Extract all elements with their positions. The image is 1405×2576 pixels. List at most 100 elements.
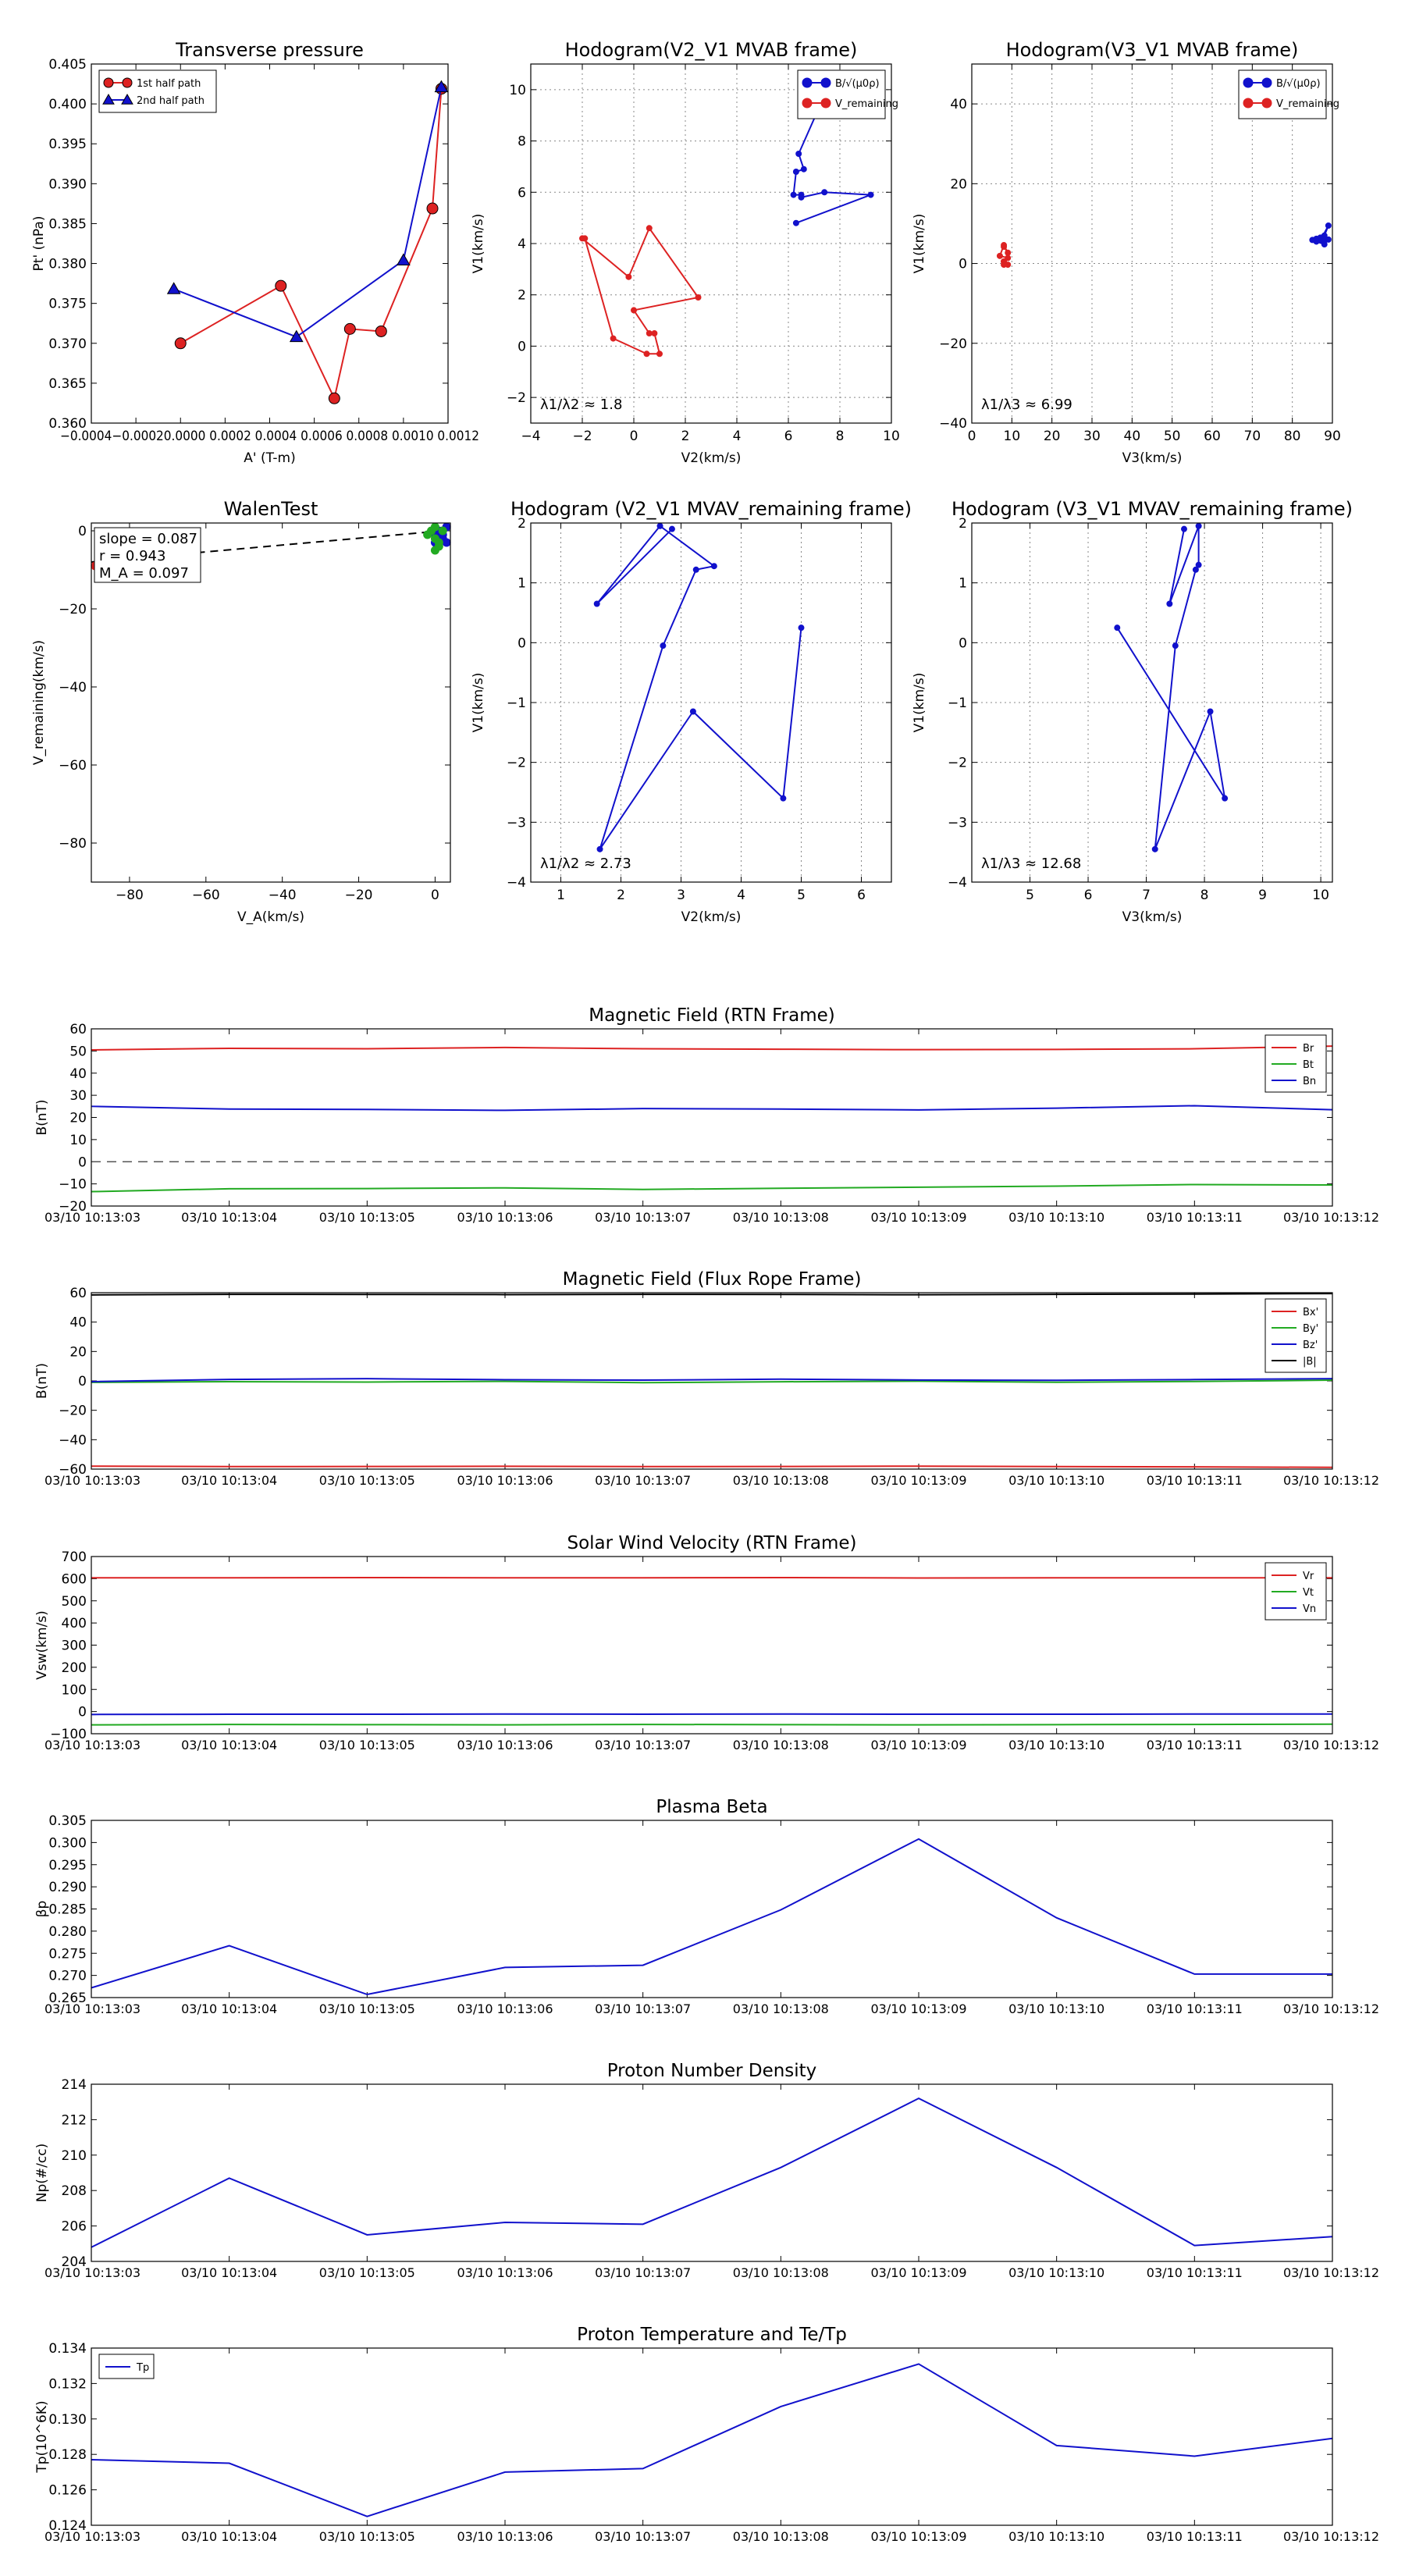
y-tick-label: 20: [69, 1111, 87, 1126]
y-tick-label: 6: [518, 185, 526, 201]
x-axis-label: V2(km/s): [681, 450, 742, 466]
series-line-1: [582, 226, 700, 355]
data-point: [821, 189, 828, 196]
time-tick-label: 03/10 10:13:12: [1283, 2265, 1379, 2280]
legend-label: Bz': [1303, 1340, 1318, 1351]
data-point: [798, 194, 805, 201]
y-axis-label: V1(km/s): [471, 214, 486, 274]
y-tick-label: −20: [59, 1404, 87, 1419]
legend-label: Vt: [1303, 1587, 1314, 1599]
plot-frame: [91, 2083, 1333, 2262]
y-tick-label: 0.275: [48, 1946, 87, 1962]
y-tick-label: −2: [507, 756, 526, 771]
time-tick-label: 03/10 10:13:03: [44, 1210, 140, 1225]
data-point: [1243, 98, 1254, 109]
y-tick-label: 0.290: [48, 1880, 87, 1895]
y-axis-label: Tp(10^6K): [34, 2400, 50, 2473]
y-tick-label: 40: [69, 1315, 87, 1331]
legend-label: 2nd half path: [137, 95, 205, 107]
x-tick-label: −60: [192, 888, 220, 903]
data-point: [802, 98, 813, 109]
x-tick-label: 4: [733, 429, 742, 444]
chart-title: WalenTest: [224, 498, 318, 520]
chart-c1: Transverse pressure A' (T-m) Pt' (nPa) 0.36…: [31, 39, 479, 466]
x-axis-label: A' (T-m): [244, 450, 296, 466]
y-tick-label: 0.300: [48, 1835, 87, 1851]
y-tick-label: −40: [59, 1432, 87, 1448]
y-tick-label: 1: [518, 576, 526, 592]
x-tick-label: 80: [1284, 429, 1301, 444]
y-tick-label: 600: [62, 1571, 87, 1587]
x-tick-label: 10: [1312, 888, 1329, 903]
y-tick-label: −1: [507, 696, 526, 711]
time-tick-label: 03/10 10:13:04: [181, 1738, 277, 1752]
y-tick-label: 700: [62, 1550, 87, 1565]
time-tick-label: 03/10 10:13:09: [870, 2001, 966, 2016]
data-point: [1114, 624, 1121, 632]
series-line-0: [91, 1838, 1332, 1996]
time-tick-label: 03/10 10:13:06: [457, 1738, 553, 1752]
legend-label: B/√(μ0ρ): [1276, 78, 1321, 90]
series-line-1: [91, 1723, 1333, 1726]
time-tick-label: 03/10 10:13:08: [733, 1473, 829, 1488]
time-tick-label: 03/10 10:13:07: [595, 1738, 691, 1752]
data-point: [656, 350, 663, 358]
data-point: [1207, 708, 1214, 715]
time-tick-label: 03/10 10:13:07: [595, 2265, 691, 2280]
chart-c11: Proton Number Density Np(#/cc) 204 206 208 21…: [34, 2061, 1379, 2280]
time-tick-label: 03/10 10:13:04: [181, 2529, 277, 2544]
y-tick-label: −20: [59, 1199, 87, 1215]
time-tick-label: 03/10 10:13:03: [44, 1738, 140, 1752]
x-tick-label: 5: [1026, 888, 1034, 903]
x-tick-label: 30: [1083, 429, 1101, 444]
time-tick-label: 03/10 10:13:10: [1008, 1738, 1104, 1752]
data-point: [643, 350, 650, 358]
data-point: [1180, 525, 1187, 532]
legend-label: Bt: [1303, 1059, 1314, 1071]
y-tick-label: 0.405: [48, 57, 87, 73]
x-tick-label: 0: [630, 429, 638, 444]
y-axis-label: B(nT): [34, 1363, 50, 1399]
y-tick-label: −10: [59, 1177, 87, 1193]
x-tick-label: 70: [1244, 429, 1261, 444]
data-point: [275, 279, 287, 292]
plot-frame: [91, 2347, 1333, 2526]
time-tick-label: 03/10 10:13:05: [319, 1738, 415, 1752]
y-tick-label: 0: [78, 524, 87, 539]
y-tick-label: 8: [518, 134, 526, 150]
data-point: [820, 98, 831, 109]
plot-frame: [91, 1028, 1333, 1207]
data-point: [692, 566, 699, 573]
data-point: [289, 329, 304, 343]
data-point: [820, 77, 831, 88]
x-tick-label: 50: [1164, 429, 1181, 444]
y-tick-label: 212: [62, 2112, 87, 2128]
eigenvalue-ratio-label: λ1/λ3 ≈ 12.68: [981, 856, 1081, 872]
time-tick-label: 03/10 10:13:11: [1147, 1738, 1243, 1752]
data-point: [631, 307, 637, 314]
chart-title: Proton Temperature and Te/Tp: [577, 2325, 847, 2345]
data-point: [695, 294, 702, 301]
data-point: [397, 253, 411, 265]
time-tick-label: 03/10 10:13:04: [181, 1210, 277, 1225]
legend-label: V_remaining: [1276, 98, 1339, 110]
y-tick-label: 40: [69, 1066, 87, 1082]
time-tick-label: 03/10 10:13:04: [181, 2265, 277, 2280]
time-tick-label: 03/10 10:13:08: [733, 1210, 829, 1225]
data-point: [1005, 254, 1012, 262]
data-point: [646, 330, 653, 336]
x-tick-label: 4: [737, 888, 745, 903]
plot-frame: [971, 63, 1333, 424]
time-tick-label: 03/10 10:13:10: [1008, 1210, 1104, 1225]
y-tick-label: 2: [518, 288, 526, 304]
data-point: [1309, 237, 1316, 244]
data-point: [792, 169, 799, 175]
time-tick-label: 03/10 10:13:12: [1283, 2001, 1379, 2016]
data-point: [798, 624, 805, 632]
time-tick-label: 03/10 10:13:08: [733, 2001, 829, 2016]
y-tick-label: 0.285: [48, 1902, 87, 1918]
time-tick-label: 03/10 10:13:10: [1008, 2265, 1104, 2280]
series-line-0: [596, 525, 802, 850]
time-tick-label: 03/10 10:13:07: [595, 1210, 691, 1225]
